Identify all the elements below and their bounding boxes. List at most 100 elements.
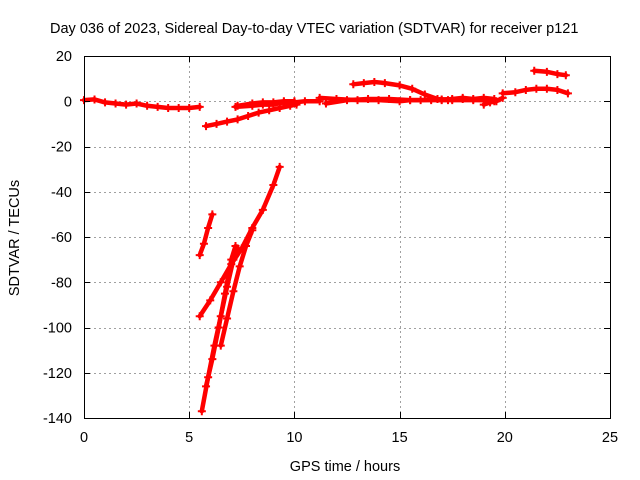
series-arc-13 [197,164,282,319]
data-point [258,100,267,109]
y-tick-label: -60 [51,230,72,246]
y-tick-label: -120 [43,366,72,382]
data-point [248,101,257,110]
data-point [122,100,131,109]
data-point [492,97,501,106]
data-point [223,314,232,323]
data-point [235,262,244,271]
x-tick-label: 25 [602,430,618,446]
x-tick-label: 20 [497,430,513,446]
data-point [174,104,183,113]
data-point [220,289,229,298]
data-point [479,93,488,102]
data-point [195,251,204,260]
data-point [343,96,351,105]
data-point [101,98,110,107]
y-tick-label: 20 [56,49,72,65]
data-point [223,117,232,126]
data-point [227,255,236,264]
series-layer [80,66,572,416]
data-point [231,102,240,111]
data-point [359,79,368,88]
x-axis-label: GPS time / hours [290,459,400,475]
series-arc-2 [203,102,299,129]
data-point [199,239,208,248]
data-point [561,71,570,80]
data-point [532,84,541,93]
data-point [290,98,299,107]
data-point [408,84,417,93]
data-point [212,119,221,128]
data-point [479,100,488,109]
data-point [204,223,213,232]
data-point [406,96,415,105]
data-point [202,122,211,131]
x-tick-label: 0 [80,430,88,446]
data-point [553,85,562,94]
y-tick-label: -40 [51,185,72,201]
data-point [315,93,324,102]
data-point [132,99,141,108]
data-point [458,93,467,102]
data-point [563,89,572,98]
data-point [420,90,429,99]
data-point [380,79,389,88]
data-point [248,226,257,235]
data-point [486,98,495,107]
data-point [195,312,204,321]
series-arc-11 [532,68,569,78]
data-point [269,180,278,189]
data-point [275,162,284,171]
y-axis-label: SDTVAR / TECUs [7,180,23,296]
data-point [208,210,217,219]
data-point [229,287,238,296]
data-point [469,94,478,103]
data-point [216,341,225,350]
grid-layer [84,56,610,418]
data-point [265,106,274,115]
data-point [542,84,551,93]
data-point [349,80,358,89]
data-point [208,355,217,364]
data-point [164,104,173,113]
data-point [206,296,215,305]
data-point [244,111,253,120]
y-tick-label: -100 [43,321,72,337]
series-arc-12 [197,212,215,258]
data-point [521,85,530,94]
series-arc-15 [203,243,238,389]
y-tick-label: -80 [51,275,72,291]
data-point [258,205,267,214]
data-point [202,382,211,391]
data-point [90,95,99,104]
data-point [370,78,379,87]
data-point [511,88,520,97]
data-point [364,94,373,103]
y-tick-label: 0 [64,94,72,110]
data-point [214,323,223,332]
data-point [269,100,278,109]
data-point [195,102,204,111]
y-tick-label: -140 [43,411,72,427]
x-tick-label: 15 [392,430,408,446]
chart-title: Day 036 of 2023, Sidereal Day-to-day VTE… [50,21,578,37]
x-tick-label: 5 [185,430,193,446]
data-point [216,278,225,287]
tick-layer: 0 5 10 15 20 25 20 0 -20 -40 -60 -80 -100 -120 -140 [43,49,618,446]
data-point [530,66,539,75]
data-point [437,96,446,105]
data-point [231,242,240,251]
data-point [395,81,404,90]
data-point [448,94,457,103]
data-point [427,94,436,103]
series-arc-1 [81,97,202,111]
data-point [385,94,394,103]
data-point [254,108,263,117]
data-point [143,101,152,110]
data-point [185,104,194,113]
data-point [498,89,507,98]
x-tick-label: 10 [286,430,302,446]
series-arc-16 [218,227,255,348]
data-point [542,67,551,76]
